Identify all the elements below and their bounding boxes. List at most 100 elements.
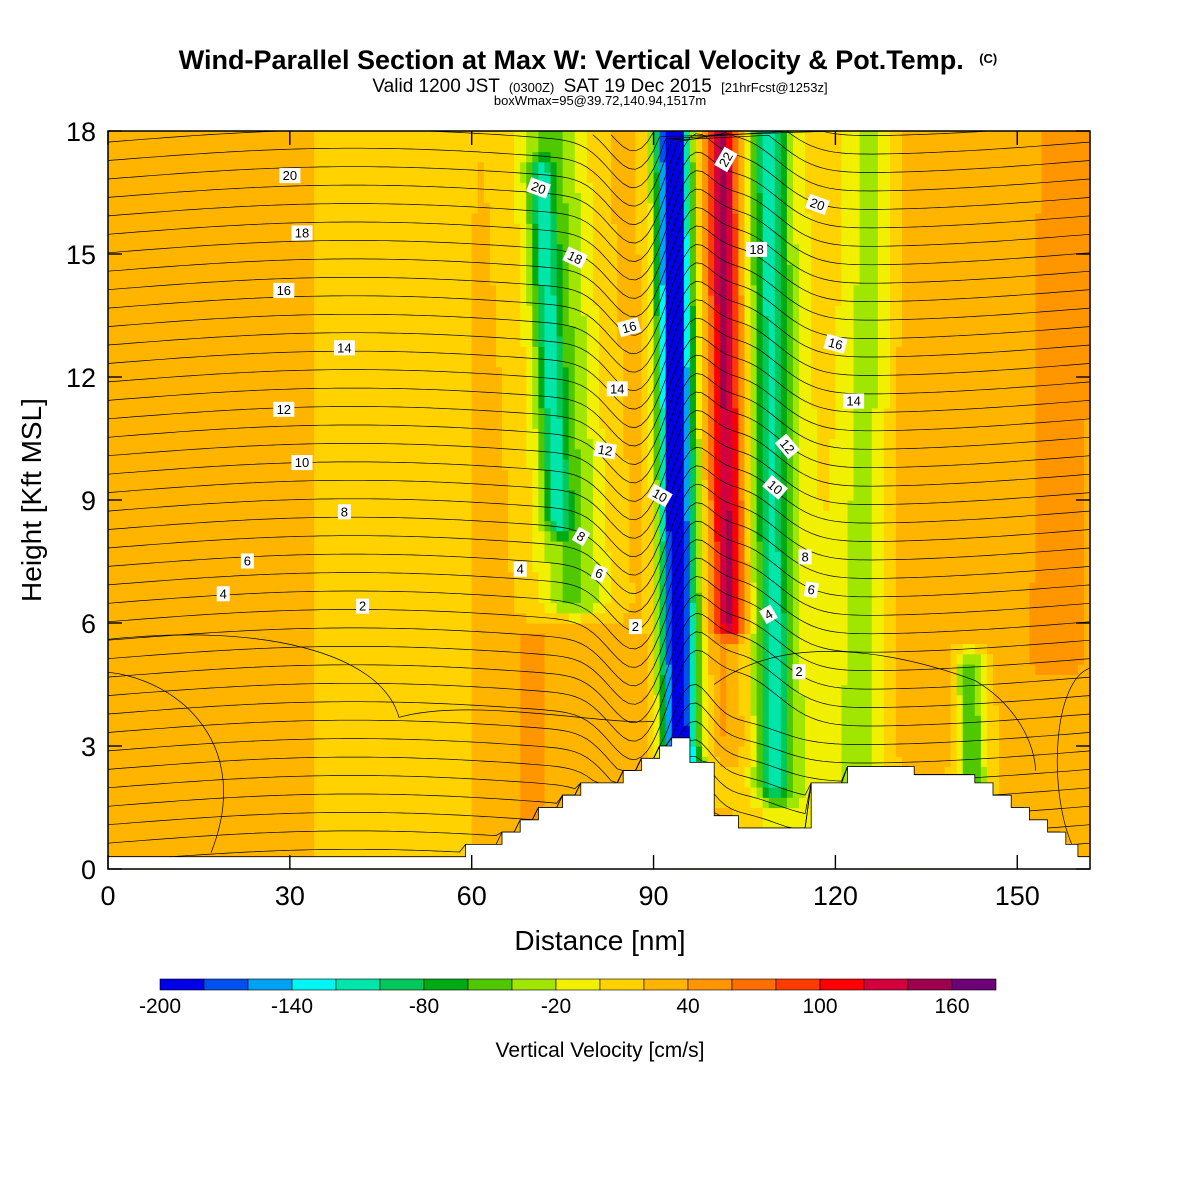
field-cell [495,664,503,675]
field-cell [271,141,279,153]
field-cell [453,848,461,860]
field-cell [435,397,442,409]
field-cell [186,561,194,573]
field-cell [362,243,370,255]
field-cell [326,151,333,163]
field-cell [471,561,479,573]
field-cell [495,356,503,368]
field-cell [344,141,352,153]
field-cell [489,213,497,224]
field-cell [368,500,376,511]
field-cell [295,377,303,388]
field-cell [489,459,497,470]
field-cell [411,602,418,614]
field-cell [320,336,327,347]
field-cell [217,428,224,440]
field-cell [283,387,291,399]
field-cell [423,469,430,481]
field-cell [283,448,291,460]
field-cell [417,305,424,317]
field-cell [435,571,442,583]
field-cell [429,664,436,675]
field-cell [247,377,255,388]
field-cell [405,612,412,624]
field-cell [520,438,527,450]
field-cell [380,397,388,409]
field-cell [423,828,430,839]
field-cell [150,315,158,327]
field-cell [465,305,473,317]
field-cell [156,735,164,747]
field-cell [204,817,212,829]
field-cell [489,366,497,378]
field-cell [435,387,442,399]
field-cell [453,694,461,706]
field-cell [386,325,394,337]
field-cell [114,284,121,296]
field-cell [320,192,327,204]
field-cell [156,684,164,696]
field-cell [350,520,358,532]
field-cell [508,571,515,583]
field-cell [174,192,182,204]
field-cell [265,797,273,809]
field-cell [168,407,176,419]
field-cell [120,459,127,470]
field-cell [483,500,491,511]
field-cell [295,541,303,552]
field-cell [192,510,200,522]
field-cell [271,510,279,522]
field-cell [283,664,291,675]
field-cell [514,284,521,296]
field-cell [483,776,491,788]
field-cell [283,776,291,788]
field-cell [168,325,176,337]
field-cell [326,633,333,645]
field-cell [386,274,394,286]
field-cell [520,807,527,819]
field-cell [241,653,249,665]
field-cell [283,264,291,276]
field-cell [320,284,327,296]
field-cell [198,520,206,532]
field-cell [198,202,206,214]
field-cell [198,828,206,839]
field-cell [144,172,152,183]
field-cell [508,797,515,809]
field-cell [120,233,127,245]
field-cell [150,735,158,747]
field-cell [520,612,527,624]
field-cell [241,612,249,624]
field-cell [526,787,533,798]
field-cell [508,520,515,532]
field-cell [180,510,188,522]
field-cell [283,459,291,470]
field-cell [314,397,321,409]
field-cell [211,254,218,265]
field-cell [477,346,485,358]
field-cell [144,459,152,470]
field-cell [405,674,412,686]
field-cell [211,428,218,440]
field-cell [502,377,509,388]
field-cell [344,530,352,542]
field-cell [429,264,436,276]
field-cell [223,828,230,839]
field-cell [332,674,339,686]
field-cell [423,151,430,163]
field-cell [211,192,218,204]
field-cell [398,520,406,532]
field-cell [405,684,412,696]
field-cell [380,797,388,809]
field-cell [120,305,127,317]
field-cell [235,674,242,686]
field-cell [289,787,297,798]
field-cell [392,192,400,204]
field-cell [174,848,182,860]
field-cell [259,817,267,829]
field-cell [301,746,309,757]
field-cell [502,623,509,634]
field-cell [477,828,485,839]
field-cell [386,500,394,511]
field-cell [198,664,206,675]
